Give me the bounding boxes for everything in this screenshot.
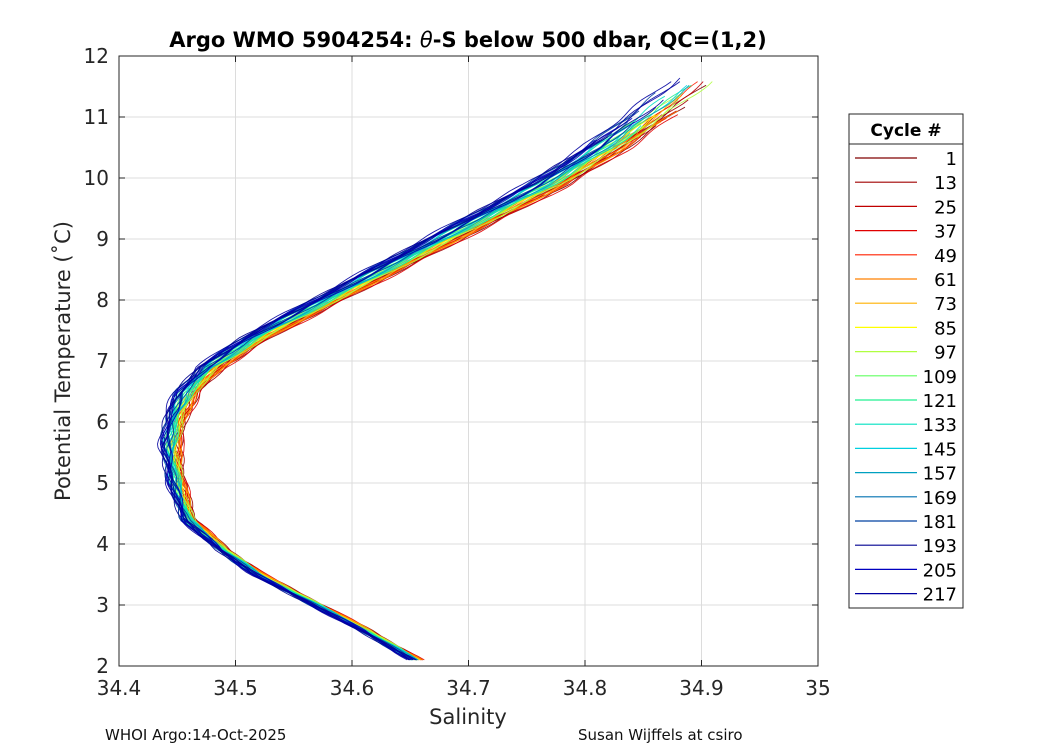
y-tick-label: 6 bbox=[96, 410, 109, 434]
y-tick-label: 8 bbox=[96, 288, 109, 312]
y-tick-label: 10 bbox=[84, 166, 109, 190]
axis-ticks: 34.4 34.5 34.6 34.7 34.8 34.9 35 2 3 4 5 6 7 8 9 10 11 12 bbox=[84, 44, 831, 700]
y-tick-label: 3 bbox=[96, 593, 109, 617]
y-tick-label: 7 bbox=[96, 349, 109, 373]
y-tick-label: 12 bbox=[84, 44, 109, 68]
y-tick-label: 11 bbox=[84, 105, 109, 129]
y-tick-label: 4 bbox=[96, 532, 109, 556]
y-tick-label: 5 bbox=[96, 471, 109, 495]
legend-label: 193 bbox=[923, 536, 957, 557]
profile-line bbox=[160, 77, 681, 661]
x-tick-label: 34.5 bbox=[213, 676, 258, 700]
legend: Cycle # 1 13 25 37 49 61 73 85 97 109 121 133 145 157… bbox=[848, 113, 964, 609]
legend-label: 157 bbox=[923, 464, 957, 485]
x-axis-label: Salinity bbox=[429, 705, 507, 729]
profile-line bbox=[173, 81, 713, 661]
legend-label: 169 bbox=[923, 488, 957, 509]
legend-label: 73 bbox=[934, 294, 957, 315]
x-tick-label: 34.6 bbox=[330, 676, 375, 700]
legend-label: 205 bbox=[923, 560, 957, 581]
legend-label: 217 bbox=[923, 585, 957, 606]
y-axis-label: Potential Temperature (˚C) bbox=[51, 221, 75, 501]
footer-source: WHOI Argo:14-Oct-2025 bbox=[105, 726, 287, 744]
title-theta: θ bbox=[420, 28, 433, 52]
legend-label: 121 bbox=[923, 391, 957, 412]
x-tick-label: 35 bbox=[805, 676, 830, 700]
profile-lines bbox=[157, 77, 713, 661]
profile-line bbox=[180, 114, 679, 661]
legend-label: 181 bbox=[923, 512, 957, 533]
legend-label: 37 bbox=[934, 222, 957, 243]
legend-label: 61 bbox=[934, 270, 957, 291]
x-tick-label: 34.9 bbox=[679, 676, 724, 700]
legend-box bbox=[848, 113, 964, 609]
legend-title: Cycle # bbox=[870, 121, 941, 141]
profile-line bbox=[160, 81, 681, 661]
x-tick-label: 34.8 bbox=[563, 676, 608, 700]
title-prefix: Argo WMO 5904254: bbox=[169, 28, 420, 52]
legend-label: 85 bbox=[934, 318, 957, 339]
legend-label: 49 bbox=[934, 246, 957, 267]
legend-label: 109 bbox=[923, 367, 957, 388]
y-tick-label: 2 bbox=[96, 654, 109, 678]
x-tick-label: 34.4 bbox=[97, 676, 142, 700]
x-tick-label: 34.7 bbox=[446, 676, 491, 700]
y-tick-label: 9 bbox=[96, 227, 109, 251]
legend-label: 1 bbox=[946, 149, 957, 170]
legend-label: 145 bbox=[923, 439, 957, 460]
footer-credit: Susan Wijffels at csiro bbox=[578, 726, 743, 744]
legend-label: 133 bbox=[923, 415, 957, 436]
legend-label: 97 bbox=[934, 343, 957, 364]
legend-label: 25 bbox=[934, 197, 957, 218]
title-suffix: -S below 500 dbar, QC=(1,2) bbox=[433, 28, 767, 52]
chart-title: Argo WMO 5904254: θ-S below 500 dbar, QC… bbox=[169, 28, 766, 52]
legend-items: 1 13 25 37 49 61 73 85 97 109 121 133 145 157 169 181 19… bbox=[855, 149, 957, 606]
legend-label: 13 bbox=[934, 173, 957, 194]
